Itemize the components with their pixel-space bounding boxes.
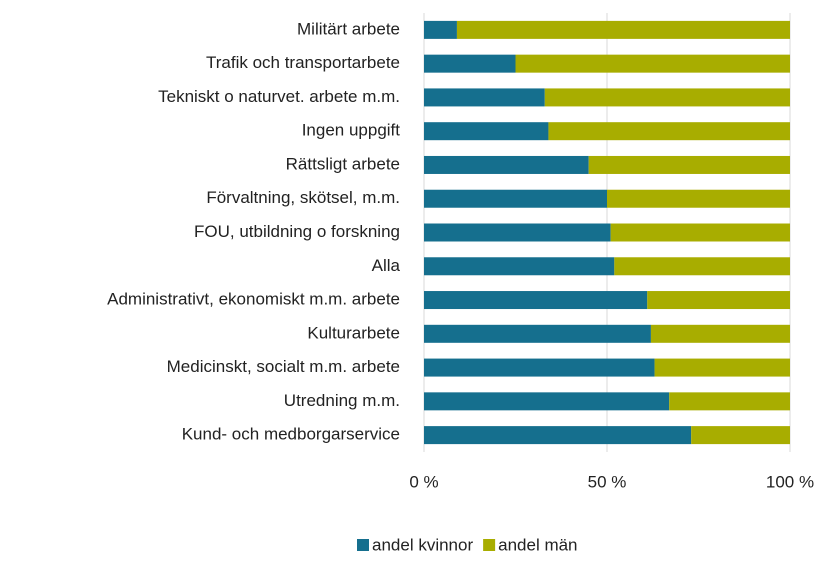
y-tick-label: Trafik och transportarbete <box>206 53 400 72</box>
bar-segment <box>650 324 790 343</box>
bar-segment <box>456 20 790 39</box>
y-tick-label: Ingen uppgift <box>302 121 401 140</box>
y-tick-label: Administrativt, ekonomiskt m.m. arbete <box>107 290 400 309</box>
legend-label: andel kvinnor <box>372 535 473 554</box>
y-tick-label: Rättsligt arbete <box>286 154 400 173</box>
y-tick-label: Förvaltning, skötsel, m.m. <box>206 188 400 207</box>
bar-segment <box>424 392 670 411</box>
bar-segment <box>515 54 790 73</box>
x-tick-label: 0 % <box>409 472 438 491</box>
bar-segment <box>424 291 648 310</box>
bar-segment <box>691 426 790 445</box>
bar-segment <box>424 223 611 242</box>
y-tick-label: Militärt arbete <box>297 19 400 38</box>
bar-segment <box>607 189 790 208</box>
y-tick-label: Tekniskt o naturvet. arbete m.m. <box>158 87 400 106</box>
bar-segment <box>424 122 549 141</box>
legend-swatch <box>483 539 496 551</box>
bar-segment <box>424 20 457 39</box>
bar-segment <box>424 358 655 377</box>
bar-segment <box>647 291 790 310</box>
bar-segment <box>424 324 651 343</box>
bar-segment <box>424 54 516 73</box>
bar-segment <box>588 155 790 174</box>
y-tick-label: Utredning m.m. <box>284 391 400 410</box>
x-tick-label: 50 % <box>588 472 627 491</box>
bar-segment <box>654 358 790 377</box>
y-tick-label: FOU, utbildning o forskning <box>194 222 400 241</box>
bar-segment <box>424 426 692 445</box>
bar-segment <box>610 223 790 242</box>
legend-label: andel män <box>498 535 577 554</box>
y-tick-label: Kulturarbete <box>307 323 400 342</box>
bar-segment <box>424 155 589 174</box>
bar-segment <box>614 257 790 276</box>
bar-segment <box>424 257 615 276</box>
y-tick-label: Alla <box>372 256 401 275</box>
bar-segment <box>424 88 545 107</box>
x-tick-label: 100 % <box>766 472 814 491</box>
bar-segment <box>424 189 607 208</box>
y-tick-label: Medicinskt, socialt m.m. arbete <box>167 357 400 376</box>
y-tick-label: Kund- och medborgarservice <box>182 425 400 444</box>
legend-swatch <box>357 539 369 551</box>
bar-segment <box>548 122 790 141</box>
bar-segment <box>669 392 790 411</box>
bar-segment <box>544 88 790 107</box>
